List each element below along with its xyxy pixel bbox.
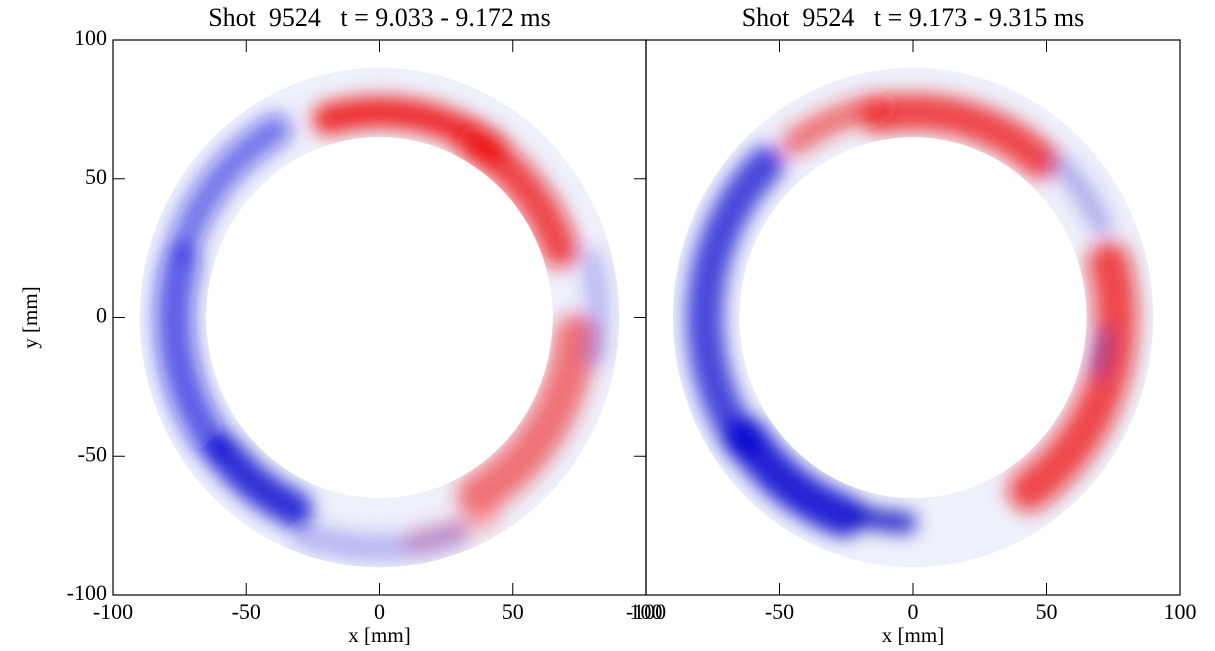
ring-region [860, 93, 1059, 179]
ring-region [725, 417, 865, 538]
y-tick-label: -50 [78, 441, 107, 466]
ring-image [139, 67, 620, 568]
x-tick-label: 100 [1164, 599, 1197, 624]
x-tick-label: -50 [232, 599, 261, 624]
x-tick-label: 50 [502, 599, 524, 624]
ring-region [290, 520, 469, 562]
x-tick-label: 50 [1036, 599, 1058, 624]
ring-region [456, 314, 598, 517]
y-tick-label: 50 [85, 164, 107, 189]
x-axis-label: x [mm] [882, 623, 944, 647]
ring-region [686, 145, 785, 461]
ring-base [139, 67, 620, 568]
ring-pattern [686, 93, 1138, 538]
x-tick-label: 100 [630, 599, 663, 624]
x-tick-label: 0 [908, 599, 919, 624]
ring-region [1090, 326, 1113, 378]
y-tick-label: -100 [67, 580, 107, 605]
ring-region [1008, 241, 1138, 512]
x-tick-label: -100 [93, 599, 133, 624]
ring-region [155, 243, 231, 459]
ring-base [672, 67, 1154, 568]
ring-region [205, 434, 313, 528]
panel: Shot 9524 t = 9.033 - 9.172 ms -100 -50 0 50… [18, 3, 663, 647]
chart-title: Shot 9524 t = 9.033 - 9.172 ms [208, 3, 551, 32]
ring-region [851, 505, 917, 534]
x-tick-label: -50 [765, 599, 794, 624]
x-tick-label: -100 [626, 599, 666, 624]
ring-region [168, 114, 292, 260]
ring-region [579, 247, 609, 368]
x-tick-label: 0 [374, 599, 385, 624]
ring-region [781, 93, 891, 156]
ring-region [456, 125, 579, 268]
y-tick-label: 100 [74, 25, 107, 50]
ring-image [672, 67, 1154, 568]
ring-region [1049, 153, 1113, 237]
ring-pattern [155, 96, 609, 562]
x-axis-label: x [mm] [348, 623, 410, 647]
y-axis-label: y [mm] [18, 286, 42, 348]
y-tick-label: 0 [96, 303, 107, 328]
chart-title: Shot 9524 t = 9.173 - 9.315 ms [742, 3, 1085, 32]
panel: Shot 9524 t = 9.173 - 9.315 ms -100 -50 0 50… [626, 3, 1197, 647]
